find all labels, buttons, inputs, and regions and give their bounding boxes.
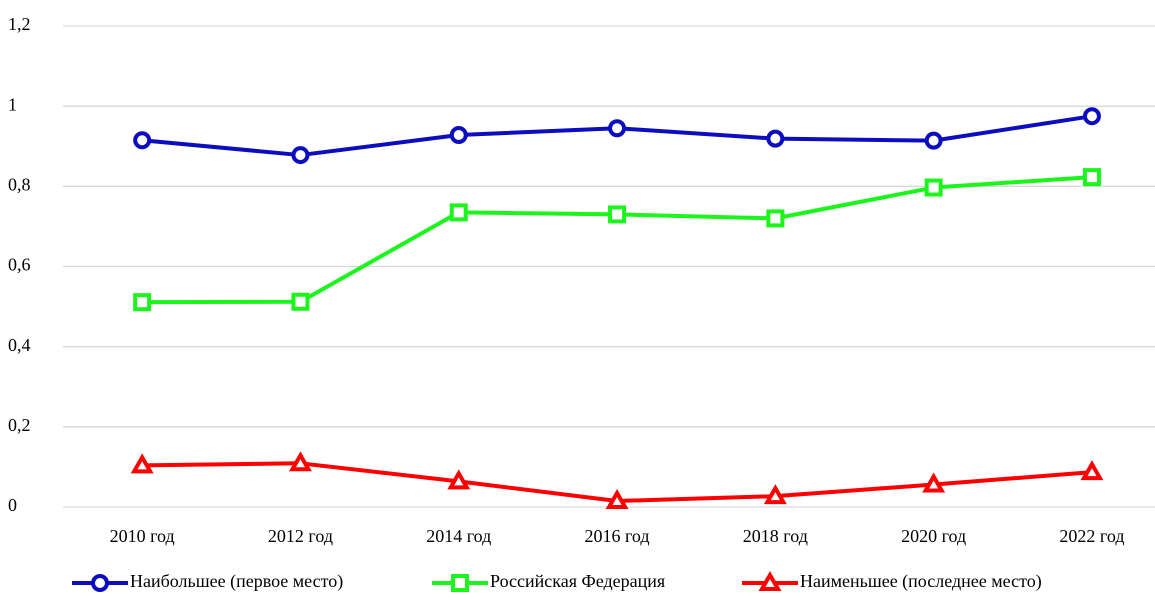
data-point <box>133 293 152 312</box>
data-point <box>924 131 943 150</box>
legend-label: Российская Федерация <box>490 571 665 591</box>
data-point <box>766 209 785 228</box>
y-tick-label: 0,8 <box>8 174 31 194</box>
data-point <box>1082 107 1101 126</box>
series-line <box>142 175 1093 305</box>
y-tick-label: 1 <box>8 94 17 114</box>
data-point <box>766 129 785 148</box>
legend-label: Наибольшее (первое место) <box>130 571 343 592</box>
data-point <box>608 205 627 224</box>
data-point <box>449 203 468 222</box>
legend-marker <box>758 570 782 591</box>
y-tick-label: 0,4 <box>8 335 31 355</box>
x-tick-label: 2020 год <box>901 526 966 546</box>
data-point <box>1080 460 1104 481</box>
legend-marker <box>91 574 109 592</box>
data-point <box>289 451 312 472</box>
y-tick-label: 0 <box>8 495 17 515</box>
data-point <box>608 119 627 138</box>
x-tick-label: 2016 год <box>585 526 650 546</box>
legend-marker <box>451 574 469 592</box>
y-tick-label: 0,6 <box>8 255 31 275</box>
data-point <box>922 472 946 493</box>
y-tick-label: 0,2 <box>8 415 31 435</box>
x-tick-label: 2022 год <box>1059 526 1124 546</box>
data-point <box>447 469 471 490</box>
y-tick-label: 1,2 <box>8 14 31 34</box>
data-point <box>130 453 154 474</box>
data-point <box>1082 168 1101 187</box>
data-point <box>763 484 787 505</box>
data-point <box>291 292 310 311</box>
x-tick-label: 2014 год <box>426 526 491 546</box>
legend-label: Наименьшее (последнее место) <box>800 571 1042 592</box>
x-tick-label: 2010 год <box>110 526 175 546</box>
data-point <box>924 178 943 197</box>
x-tick-label: 2012 год <box>268 526 333 546</box>
x-tick-label: 2018 год <box>743 526 808 546</box>
data-point <box>449 126 468 145</box>
data-point <box>605 488 629 509</box>
data-point <box>291 146 310 165</box>
data-point <box>133 131 152 150</box>
